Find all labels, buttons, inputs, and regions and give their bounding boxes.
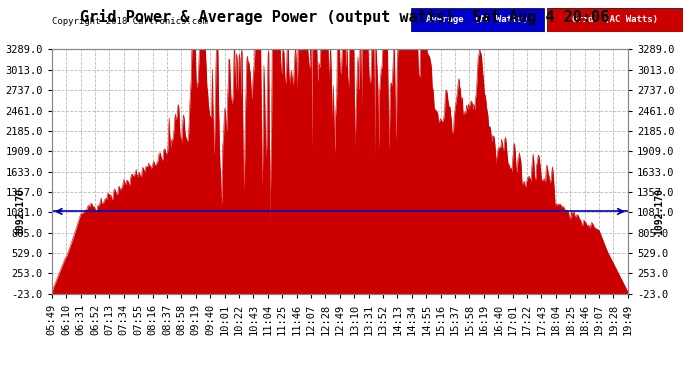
Text: Average  (AC Watts): Average (AC Watts) — [426, 15, 529, 24]
Text: Grid  (AC Watts): Grid (AC Watts) — [572, 15, 658, 24]
Text: Grid Power & Average Power (output watts)  Sat Aug 4 20:06: Grid Power & Average Power (output watts… — [80, 9, 610, 26]
FancyBboxPatch shape — [547, 8, 683, 32]
FancyBboxPatch shape — [411, 8, 544, 32]
Text: 1092.170: 1092.170 — [15, 188, 25, 235]
Text: 1092.170: 1092.170 — [655, 188, 664, 235]
Text: Copyright 2018 Cartronics.com: Copyright 2018 Cartronics.com — [52, 17, 208, 26]
